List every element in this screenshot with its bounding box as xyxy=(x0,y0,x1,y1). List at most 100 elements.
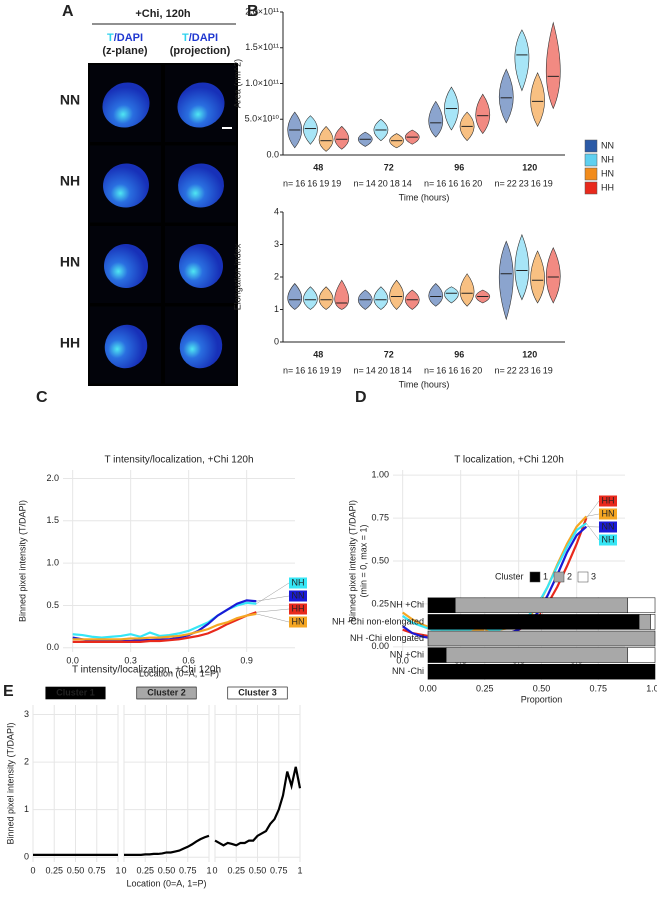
x-tick-label: 120 xyxy=(522,349,537,359)
x-tick-label: 0 xyxy=(212,865,217,875)
legend-label: HH xyxy=(601,182,614,192)
legend-swatch xyxy=(584,153,598,167)
violin xyxy=(498,240,514,321)
legend-swatch xyxy=(584,167,598,181)
column-header: T/DAPI xyxy=(107,32,143,44)
series-label-box xyxy=(599,508,617,520)
x-tick-label: 0.0 xyxy=(66,655,79,665)
n-prefix: n= xyxy=(353,365,363,375)
series-label: HN xyxy=(292,616,305,626)
violin xyxy=(334,125,350,150)
y-tick-label: 0.0 xyxy=(46,642,59,652)
violin xyxy=(373,286,389,310)
x-tick-label: 0.00 xyxy=(419,683,437,693)
violin xyxy=(334,279,350,310)
series-label: HH xyxy=(602,495,615,505)
y-tick-label: 2.0 xyxy=(46,473,59,483)
y-tick-label: NN +Chi xyxy=(390,649,424,659)
n-count: 18 xyxy=(390,178,400,188)
violin xyxy=(475,93,491,135)
series-label: HH xyxy=(292,603,305,613)
y-axis-title: Binned pixel intensity (T/DAPI) xyxy=(17,500,27,622)
violin xyxy=(428,283,444,307)
series-label-box xyxy=(599,495,617,507)
channel-dapi: /DAPI xyxy=(189,32,218,44)
y-tick-label: 5.0×10¹⁰ xyxy=(245,114,280,124)
channel-t: T xyxy=(182,32,189,44)
legend-label: HN xyxy=(601,168,614,178)
row-label: HH xyxy=(60,335,80,351)
legend-swatch xyxy=(577,571,589,583)
strip-label: Cluster 1 xyxy=(56,687,95,697)
y-tick-label: 2.0×10¹¹ xyxy=(245,6,279,16)
bar-segment xyxy=(427,597,456,614)
y-tick-label: NH +Chi xyxy=(390,600,424,610)
y-tick-label: 0.5 xyxy=(46,600,59,610)
series-label: HN xyxy=(602,508,615,518)
x-tick-label: 0.50 xyxy=(249,865,267,875)
n-prefix: n= xyxy=(283,178,293,188)
y-tick-label: 1 xyxy=(24,804,29,814)
n-count: 16 xyxy=(436,365,446,375)
x-tick-label: 0.50 xyxy=(67,865,85,875)
panel-label: D xyxy=(355,389,367,406)
x-tick-label: 1.00 xyxy=(646,683,657,693)
panel-label: B xyxy=(247,3,259,20)
violin xyxy=(428,100,444,138)
x-tick-label: 1 xyxy=(297,865,302,875)
y-tick-label: 0.75 xyxy=(371,512,389,522)
n-count: 19 xyxy=(319,365,329,375)
x-tick-label: 0 xyxy=(30,865,35,875)
y-tick-label: NN -Chi xyxy=(392,666,424,676)
violin xyxy=(389,279,404,310)
images xyxy=(90,65,236,384)
series-label-box xyxy=(599,534,617,546)
y-tick-label: 0.0 xyxy=(266,149,279,159)
violin xyxy=(545,247,561,304)
n-count: 20 xyxy=(472,365,482,375)
column-view: (projection) xyxy=(170,45,231,57)
bar-segment xyxy=(445,647,629,663)
x-tick-label: 0.50 xyxy=(533,683,551,693)
row-label: NH xyxy=(60,173,80,189)
violin xyxy=(498,68,514,124)
strip xyxy=(227,686,288,700)
legend-label: 2 xyxy=(567,571,572,581)
n-count: 20 xyxy=(378,178,388,188)
n-prefix: n= xyxy=(494,178,504,188)
bar-segment xyxy=(627,597,656,614)
embryo xyxy=(104,324,148,369)
n-count: 16 xyxy=(531,365,541,375)
violin xyxy=(459,273,475,307)
y-tick-label: 0.00 xyxy=(371,641,389,651)
x-tick-label: 0.75 xyxy=(589,683,607,693)
x-tick-label: 0.75 xyxy=(179,865,197,875)
n-prefix: n= xyxy=(424,365,434,375)
y-axis-title: Area (nm^2) xyxy=(232,59,242,108)
bar-segment xyxy=(454,597,629,614)
n-count: 20 xyxy=(472,178,482,188)
label-leader xyxy=(586,523,600,541)
legend-label: 1 xyxy=(543,571,548,581)
bar-segment xyxy=(427,630,656,647)
panel-label: E xyxy=(3,683,14,700)
strip xyxy=(45,686,106,700)
strip-label: Cluster 2 xyxy=(147,687,186,697)
embryo xyxy=(178,163,224,208)
chart-title: T intensity/localization, +Chi 120h xyxy=(72,665,221,676)
legend-swatch xyxy=(553,571,565,583)
strip-label: Cluster 3 xyxy=(238,687,277,697)
x-tick-label: 0.25 xyxy=(136,865,154,875)
y-tick-label: 1.5 xyxy=(46,515,59,525)
violin xyxy=(303,115,318,145)
y-tick-label: 2 xyxy=(274,271,279,281)
n-count: 16 xyxy=(436,178,446,188)
legend-swatch xyxy=(584,181,598,195)
series-label-box xyxy=(599,521,617,533)
x-tick-label: 96 xyxy=(454,162,464,172)
n-count: 14 xyxy=(402,178,412,188)
series-label-box xyxy=(289,577,307,589)
bar-segment xyxy=(427,647,447,663)
bar-segment xyxy=(650,614,656,630)
n-prefix: n= xyxy=(353,178,363,188)
